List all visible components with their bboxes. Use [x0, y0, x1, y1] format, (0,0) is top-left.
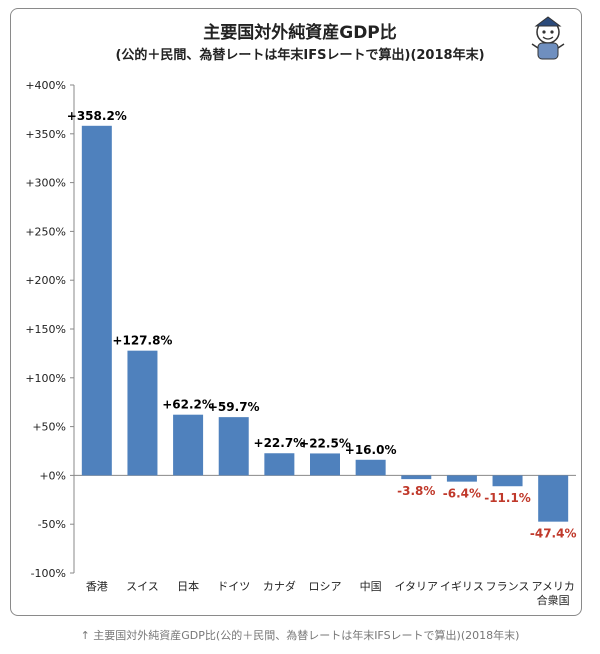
- value-label: +358.2%: [67, 109, 127, 123]
- value-label: +62.2%: [162, 398, 214, 412]
- value-label: +22.5%: [299, 436, 351, 450]
- y-tick-label: +50%: [32, 421, 66, 434]
- bar: [538, 475, 569, 522]
- bar: [401, 475, 432, 480]
- category-label: ドイツ: [217, 580, 250, 593]
- category-label: カナダ: [263, 579, 296, 593]
- y-tick-label: +200%: [25, 274, 66, 287]
- mascot-icon: [531, 16, 565, 60]
- category-label: 合衆国: [537, 593, 570, 607]
- value-label: -47.4%: [530, 527, 577, 541]
- bar: [218, 417, 249, 476]
- y-tick-label: +0%: [39, 469, 66, 482]
- y-tick-label: +150%: [25, 323, 66, 336]
- category-label: スイス: [126, 580, 159, 593]
- y-tick-label: +100%: [25, 372, 66, 385]
- value-label: -6.4%: [443, 487, 481, 501]
- bar: [127, 350, 158, 476]
- y-tick-label: +400%: [25, 79, 66, 92]
- category-label: ロシア: [309, 580, 342, 593]
- figure-caption: ↑ 主要国対外純資産GDP比(公的＋民間、為替レートは年末IFSレートで算出)(…: [80, 629, 520, 642]
- chart-subtitle: (公的＋民間、為替レートは年末IFSレートで算出)(2018年末): [115, 48, 485, 63]
- bar: [355, 459, 386, 476]
- value-label: +22.7%: [254, 436, 306, 450]
- y-tick-label: +350%: [25, 128, 66, 141]
- bar: [310, 453, 340, 476]
- y-tick-label: +300%: [25, 177, 66, 190]
- value-label: +127.8%: [112, 334, 172, 348]
- bar-chart: +400% +350% +300% +250% +200% +150% +100% +50% +…: [25, 79, 577, 607]
- y-tick-label: +250%: [25, 225, 66, 238]
- value-label: +59.7%: [208, 400, 260, 414]
- bar: [81, 125, 112, 476]
- value-label: -3.8%: [397, 484, 435, 498]
- category-label: イギリス: [440, 580, 484, 593]
- chart-title: 主要国対外純資産GDP比: [203, 23, 397, 43]
- bar: [264, 453, 295, 476]
- category-label: アメリカ: [531, 580, 574, 593]
- category-label: 香港: [86, 580, 108, 593]
- bar: [492, 475, 523, 487]
- category-label: 中国: [360, 580, 382, 593]
- category-label: イタリア: [394, 580, 438, 593]
- value-label: -11.1%: [484, 491, 531, 505]
- value-label: +16.0%: [345, 443, 397, 457]
- bar: [446, 475, 477, 482]
- category-label: 日本: [177, 579, 199, 593]
- y-tick-label: -100%: [31, 567, 66, 580]
- y-tick-label: -50%: [38, 518, 66, 531]
- category-label: フランス: [486, 580, 530, 593]
- bar: [173, 414, 204, 476]
